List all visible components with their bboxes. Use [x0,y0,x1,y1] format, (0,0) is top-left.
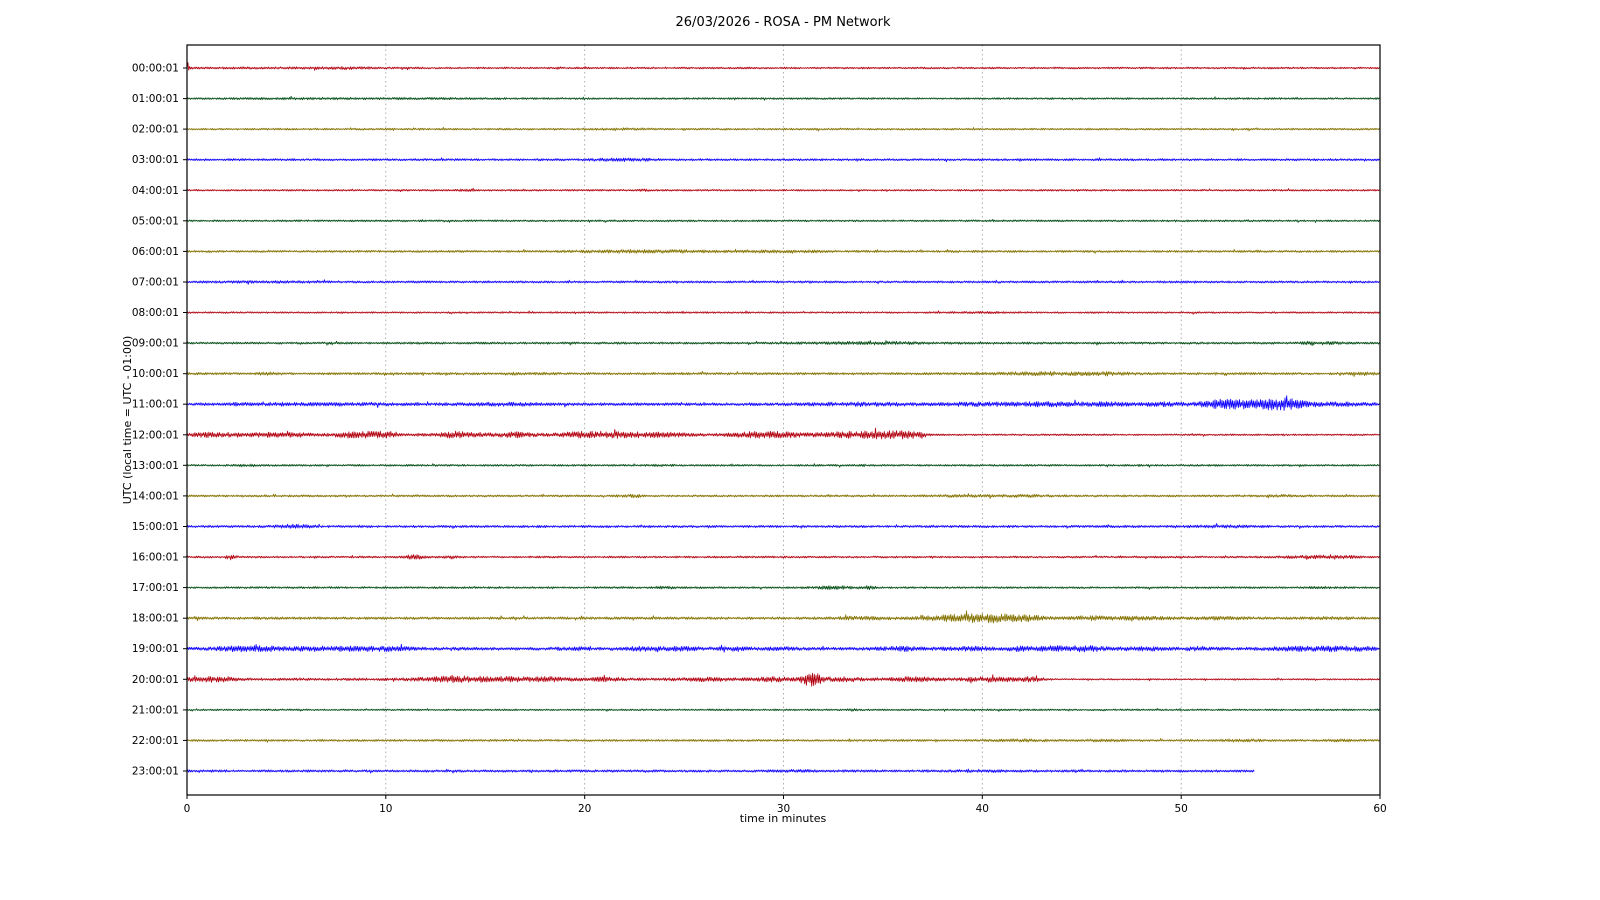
y-tick-label-16:00:01: 16:00:01 [132,552,179,564]
trace-03:00:01 [186,157,1380,163]
trace-19:00:01 [186,643,1380,653]
y-tick-label-22:00:01: 22:00:01 [132,735,179,747]
y-tick-label-03:00:01: 03:00:01 [132,154,179,166]
y-axis-label: UTC (local time = UTC - 01:00) [121,336,134,505]
trace-09:00:01 [186,340,1380,347]
y-tick-label-06:00:01: 06:00:01 [132,246,179,258]
x-tick-label: 20 [578,803,591,815]
trace-10:00:01 [186,370,1380,377]
trace-12:00:01 [186,427,1380,440]
y-tick-label-04:00:01: 04:00:01 [132,185,179,197]
trace-17:00:01 [186,585,1380,591]
y-tick-label-13:00:01: 13:00:01 [132,460,179,472]
gridlines [385,45,1182,795]
x-tick-label: 0 [184,803,191,815]
trace-16:00:01 [186,554,1380,561]
trace-11:00:01 [186,395,1380,411]
trace-21:00:01 [186,708,1380,712]
trace-13:00:01 [186,463,1380,468]
x-tick-label: 50 [1175,803,1188,815]
plot-frame [186,44,1381,796]
x-tick-label: 40 [976,803,989,815]
trace-00:00:01 [186,62,1380,71]
trace-06:00:01 [186,248,1380,254]
trace-20:00:01 [186,672,1380,687]
y-tick-label-12:00:01: 12:00:01 [132,429,179,441]
trace-08:00:01 [186,310,1380,315]
y-tick-label-23:00:01: 23:00:01 [132,766,179,778]
y-tick-label-01:00:01: 01:00:01 [132,93,179,105]
y-tick-label-19:00:01: 19:00:01 [132,643,179,655]
y-tick-label-11:00:01: 11:00:01 [132,399,179,411]
trace-14:00:01 [186,493,1380,499]
trace-01:00:01 [186,95,1380,101]
y-tick-label-15:00:01: 15:00:01 [132,521,179,533]
trace-07:00:01 [186,279,1380,285]
y-tick-label-14:00:01: 14:00:01 [132,490,179,502]
x-tick-label: 60 [1373,803,1386,815]
trace-23:00:01 [186,768,1255,774]
y-tick-label-10:00:01: 10:00:01 [132,368,179,380]
y-tick-label-02:00:01: 02:00:01 [132,124,179,136]
axes: 0 10 20 30 40 50 60 00:00:01 01:00:01 02:00:01 03:… [132,63,1387,816]
x-axis-label: time in minutes [740,812,827,825]
y-tick-label-00:00:01: 00:00:01 [132,63,179,75]
trace-05:00:01 [186,218,1380,223]
y-tick-label-09:00:01: 09:00:01 [132,338,179,350]
trace-02:00:01 [186,126,1380,132]
y-tick-label-08:00:01: 08:00:01 [132,307,179,319]
y-tick-label-18:00:01: 18:00:01 [132,613,179,625]
x-tick-label: 10 [379,803,392,815]
trace-layer [186,62,1380,774]
y-tick-label-21:00:01: 21:00:01 [132,704,179,716]
trace-18:00:01 [186,610,1380,624]
y-tick-label-05:00:01: 05:00:01 [132,215,179,227]
x-tick-label: 30 [777,803,790,815]
trace-22:00:01 [186,738,1380,743]
y-tick-label-07:00:01: 07:00:01 [132,277,179,289]
chart-title: 26/03/2026 - ROSA - PM Network [676,15,891,30]
trace-04:00:01 [186,187,1380,193]
trace-15:00:01 [186,523,1380,529]
y-tick-label-17:00:01: 17:00:01 [132,582,179,594]
y-tick-label-20:00:01: 20:00:01 [132,674,179,686]
